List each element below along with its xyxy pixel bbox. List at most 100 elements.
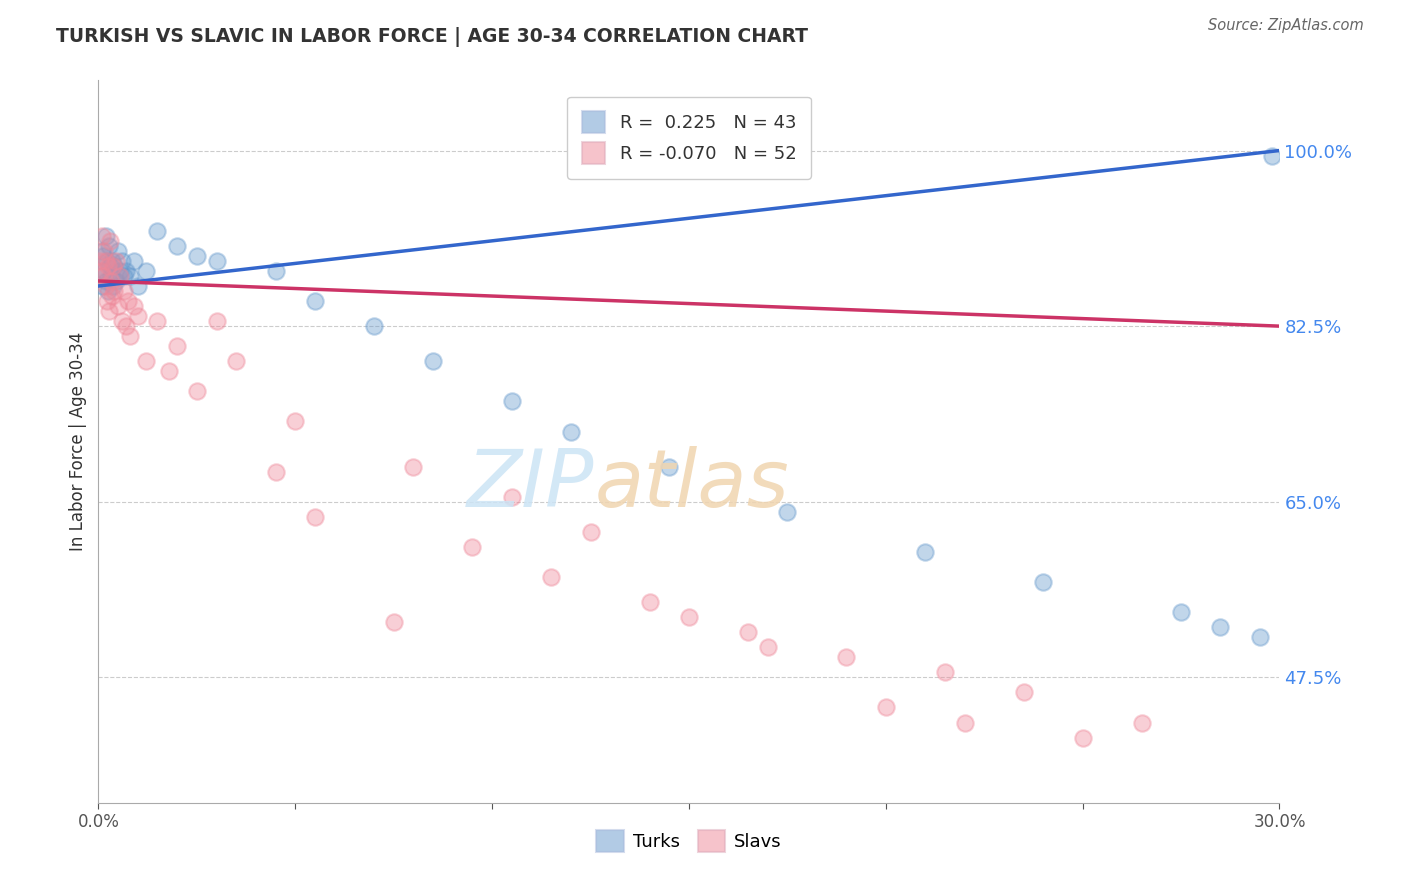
Point — [91, 228, 114, 243]
Point — [96, 293, 118, 308]
Point — [205, 254, 228, 268]
Point — [101, 289, 124, 303]
Point — [98, 304, 121, 318]
Legend: Turks, Slavs: Turks, Slavs — [589, 822, 789, 859]
Point — [264, 465, 287, 479]
Point — [135, 264, 157, 278]
Point — [108, 264, 131, 278]
Point — [112, 268, 135, 283]
Point — [135, 354, 157, 368]
Point — [115, 319, 138, 334]
Point — [501, 490, 523, 504]
Y-axis label: In Labor Force | Age 30-34: In Labor Force | Age 30-34 — [69, 332, 87, 551]
Point — [284, 414, 307, 428]
Point — [737, 625, 759, 640]
Point — [934, 665, 956, 680]
Point — [111, 254, 134, 268]
Point — [461, 540, 484, 554]
Text: Source: ZipAtlas.com: Source: ZipAtlas.com — [1208, 18, 1364, 33]
Point — [186, 249, 208, 263]
Point — [89, 254, 111, 268]
Point — [382, 615, 405, 630]
Point — [111, 314, 134, 328]
Point — [98, 234, 121, 248]
Point — [304, 509, 326, 524]
Point — [91, 268, 114, 283]
Point — [96, 254, 118, 268]
Point — [103, 284, 125, 298]
Point — [97, 259, 120, 273]
Point — [97, 284, 120, 298]
Point — [91, 249, 114, 263]
Point — [100, 268, 122, 283]
Point — [89, 268, 111, 283]
Point — [112, 284, 135, 298]
Text: TURKISH VS SLAVIC IN LABOR FORCE | AGE 30-34 CORRELATION CHART: TURKISH VS SLAVIC IN LABOR FORCE | AGE 3… — [56, 27, 808, 46]
Point — [363, 319, 385, 334]
Point — [118, 329, 141, 343]
Point — [560, 425, 582, 439]
Point — [94, 279, 117, 293]
Point — [96, 254, 118, 268]
Point — [835, 650, 858, 665]
Point — [186, 384, 208, 399]
Point — [875, 700, 897, 714]
Point — [103, 279, 125, 293]
Point — [1130, 715, 1153, 730]
Point — [166, 239, 188, 253]
Point — [105, 254, 128, 268]
Point — [103, 259, 125, 273]
Point — [264, 264, 287, 278]
Point — [90, 264, 112, 278]
Point — [776, 505, 799, 519]
Point — [678, 610, 700, 624]
Point — [107, 299, 129, 313]
Point — [93, 244, 115, 258]
Point — [540, 570, 562, 584]
Point — [93, 264, 115, 278]
Point — [122, 254, 145, 268]
Text: ZIP: ZIP — [467, 446, 595, 524]
Point — [105, 274, 128, 288]
Point — [127, 309, 149, 323]
Point — [1032, 575, 1054, 590]
Point — [166, 339, 188, 353]
Point — [1170, 605, 1192, 619]
Point — [146, 314, 169, 328]
Point — [108, 268, 131, 283]
Point — [1260, 148, 1282, 162]
Point — [103, 259, 125, 273]
Point — [91, 279, 114, 293]
Point — [422, 354, 444, 368]
Point — [953, 715, 976, 730]
Point — [101, 254, 124, 268]
Point — [107, 244, 129, 258]
Point — [658, 459, 681, 474]
Point — [914, 545, 936, 559]
Point — [402, 459, 425, 474]
Point — [579, 524, 602, 539]
Point — [115, 264, 138, 278]
Point — [1071, 731, 1094, 745]
Point — [756, 640, 779, 655]
Point — [90, 244, 112, 258]
Point — [98, 259, 121, 273]
Point — [205, 314, 228, 328]
Point — [100, 274, 122, 288]
Text: atlas: atlas — [595, 446, 789, 524]
Point — [98, 239, 121, 253]
Point — [304, 293, 326, 308]
Point — [225, 354, 247, 368]
Point — [118, 268, 141, 283]
Point — [127, 279, 149, 293]
Point — [94, 274, 117, 288]
Point — [1012, 685, 1035, 699]
Point — [146, 224, 169, 238]
Point — [501, 394, 523, 409]
Point — [96, 228, 118, 243]
Point — [117, 293, 139, 308]
Point — [122, 299, 145, 313]
Point — [638, 595, 661, 609]
Point — [1249, 630, 1271, 644]
Point — [157, 364, 180, 378]
